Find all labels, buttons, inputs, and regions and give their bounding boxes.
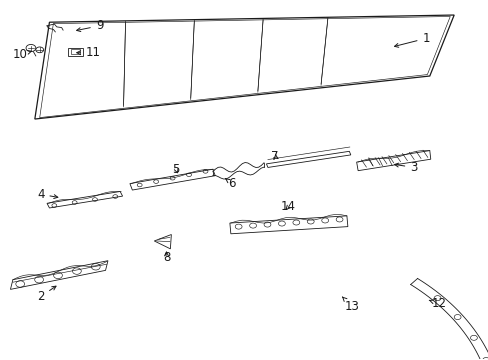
Text: 6: 6 — [225, 177, 236, 190]
Text: 4: 4 — [37, 188, 58, 201]
Text: 8: 8 — [163, 251, 170, 264]
Text: 7: 7 — [271, 150, 278, 163]
Text: 9: 9 — [77, 19, 103, 32]
Bar — [71, 49, 80, 54]
Text: 14: 14 — [280, 201, 295, 213]
Text: 2: 2 — [37, 286, 56, 303]
Text: 13: 13 — [342, 297, 359, 313]
Bar — [68, 48, 82, 55]
Text: 12: 12 — [428, 297, 446, 310]
Text: 11: 11 — [77, 46, 101, 59]
Text: 10: 10 — [13, 48, 31, 61]
Text: 1: 1 — [394, 32, 429, 47]
Text: 3: 3 — [394, 161, 417, 174]
Text: 5: 5 — [172, 163, 180, 176]
